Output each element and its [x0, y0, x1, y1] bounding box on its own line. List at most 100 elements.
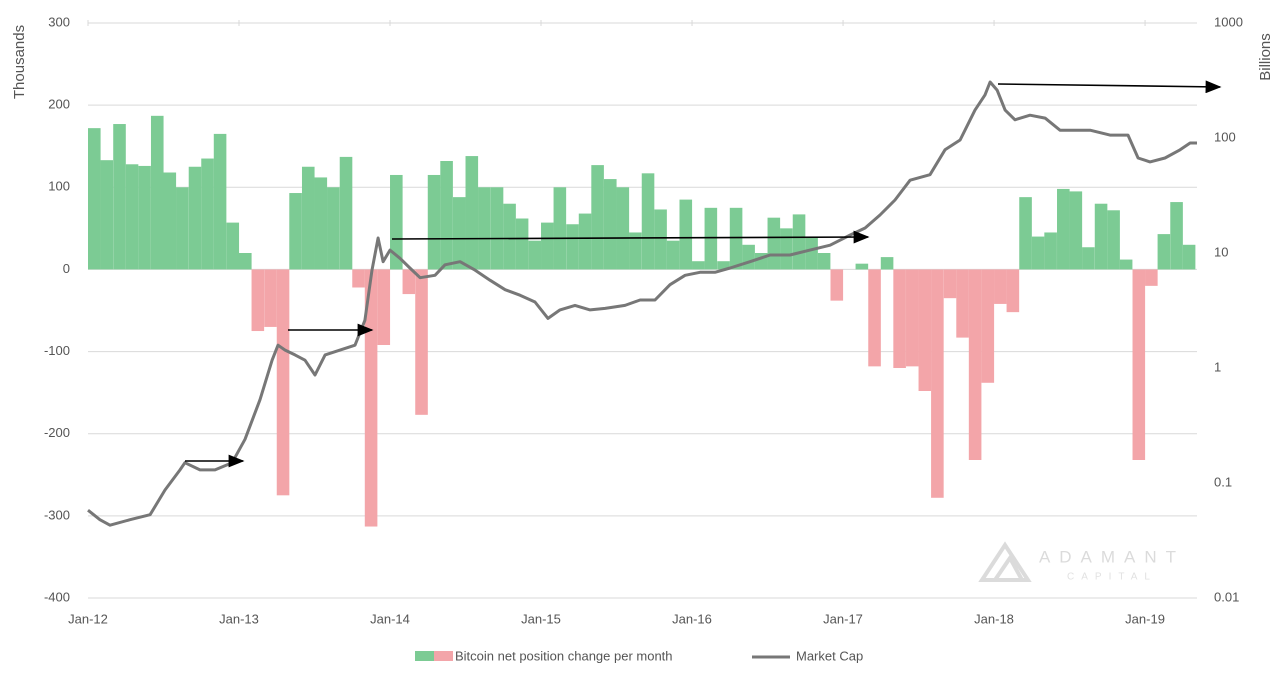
- bar: [931, 269, 944, 498]
- bar: [301, 166, 315, 270]
- bar: [402, 269, 416, 295]
- bar: [427, 174, 441, 270]
- bar: [1006, 269, 1020, 313]
- bar: [415, 269, 428, 415]
- bar: [289, 193, 302, 270]
- line-layer: [87, 80, 1197, 527]
- bar: [692, 261, 705, 270]
- bar: [452, 197, 466, 270]
- legend-swatch: [434, 651, 453, 661]
- bar: [1145, 269, 1158, 286]
- bar: [314, 177, 328, 270]
- bar: [1057, 188, 1070, 270]
- bar: [918, 269, 932, 391]
- bar: [251, 269, 265, 332]
- bar: [478, 187, 491, 270]
- bar: [1132, 269, 1146, 460]
- bar: [578, 213, 592, 270]
- legend: Bitcoin net position change per month Ma…: [415, 648, 863, 663]
- bar: [1031, 236, 1045, 270]
- bar: [138, 165, 151, 270]
- bar: [113, 124, 126, 270]
- x-tick-label: Jan-18: [974, 611, 1014, 626]
- x-tick-label: Jan-12: [68, 611, 108, 626]
- market-cap-line: [87, 80, 1197, 527]
- bar: [100, 160, 114, 270]
- bar: [855, 263, 869, 270]
- y-tick-label: -300: [44, 507, 70, 522]
- y2-tick-label: 1000: [1214, 14, 1243, 29]
- legend-swatch: [415, 651, 434, 661]
- bar: [981, 269, 995, 383]
- y-tick-label: 200: [48, 97, 70, 112]
- bar: [188, 166, 202, 270]
- watermark-title: ADAMANT: [1039, 547, 1185, 566]
- bar: [377, 269, 391, 345]
- bar: [591, 165, 604, 270]
- logo: [978, 541, 1032, 582]
- x-tick-label: Jan-19: [1125, 611, 1165, 626]
- bar: [1019, 197, 1032, 270]
- bar: [943, 269, 957, 299]
- y2-tick-label: 10: [1214, 244, 1228, 259]
- y-tick-label: -200: [44, 425, 70, 440]
- bar: [742, 244, 755, 270]
- bar: [503, 203, 516, 270]
- bar: [239, 253, 252, 270]
- bar: [88, 128, 101, 270]
- bar: [968, 269, 982, 460]
- y-tick-label: -400: [44, 589, 70, 604]
- bar: [226, 222, 240, 270]
- bar: [1157, 234, 1171, 270]
- bar: [666, 240, 680, 270]
- bar: [440, 161, 453, 270]
- bar: [906, 269, 919, 367]
- bar: [893, 269, 906, 368]
- bar: [515, 218, 529, 270]
- bar: [1107, 210, 1120, 270]
- watermark-sub: CAPITAL: [1067, 572, 1157, 583]
- bar: [352, 269, 365, 288]
- bar: [629, 232, 642, 270]
- bar: [276, 269, 290, 496]
- bar: [704, 207, 718, 270]
- bar: [830, 269, 844, 301]
- bar: [465, 156, 479, 270]
- bar: [654, 209, 667, 270]
- bar: [792, 214, 806, 270]
- bar: [780, 228, 793, 270]
- y2-tick-label: 100: [1214, 129, 1236, 144]
- y2-tick-label: 1: [1214, 359, 1221, 374]
- bar: [1044, 232, 1057, 270]
- bar: [264, 269, 277, 327]
- bar: [767, 217, 781, 270]
- bar: [566, 224, 579, 270]
- bar: [125, 164, 139, 270]
- bar: [880, 257, 894, 270]
- bar: [994, 269, 1007, 304]
- legend-label: Market Cap: [796, 648, 863, 663]
- x-tick-label: Jan-17: [823, 611, 863, 626]
- bar: [213, 133, 227, 270]
- legend-label: Bitcoin net position change per month: [455, 648, 673, 663]
- bar: [528, 240, 542, 270]
- bar: [616, 187, 630, 270]
- bar: [327, 187, 340, 270]
- grid: -400 -300 -200 -100 0 100 200 300 0.01 0.1 1 10 100 1…: [44, 14, 1243, 626]
- y-tick-label: 0: [63, 261, 70, 276]
- bar: [868, 269, 881, 367]
- bar: [1119, 259, 1133, 270]
- y2-tick-label: 0.1: [1214, 474, 1232, 489]
- bar: [176, 187, 189, 270]
- bar: [817, 253, 831, 270]
- y-tick-label: 100: [48, 179, 70, 194]
- bar: [201, 158, 214, 270]
- y-axis-label: Thousands: [11, 25, 28, 99]
- bar: [956, 269, 969, 338]
- bar: [1094, 203, 1108, 270]
- x-tick-label: Jan-15: [521, 611, 561, 626]
- arrows: [185, 80, 1222, 468]
- watermark: ADAMANT CAPITAL: [978, 541, 1185, 583]
- bar: [541, 222, 554, 270]
